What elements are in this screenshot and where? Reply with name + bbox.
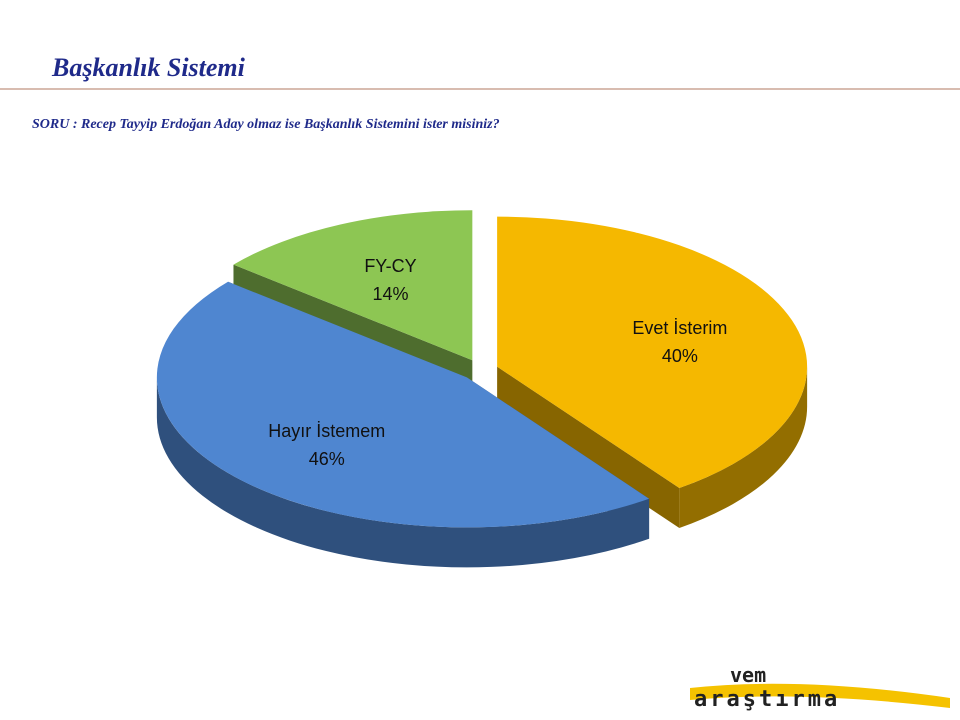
pie-chart: Evet İsterim 40% Hayır İstemem 46% FY-CY 14% (156, 210, 808, 568)
slice-value-label: 14% (372, 284, 408, 304)
logo-top: vem (730, 663, 766, 687)
slice-label: Hayır İstemem (268, 421, 385, 441)
question: SORU : Recep Tayyip Erdoğan Aday olmaz i… (32, 117, 500, 132)
slice (497, 216, 808, 489)
logo-swoosh (690, 683, 950, 708)
slice-cut-wall (497, 366, 680, 529)
logo-bottom: araştırma (694, 687, 840, 712)
slice (156, 281, 650, 528)
slice (233, 210, 473, 361)
slice-label: Evet İsterim (632, 318, 727, 338)
slice-side (156, 377, 650, 568)
logo: vem araştırma (690, 663, 950, 712)
slice-side (679, 366, 808, 529)
slide-title: Başkanlık Sistemi (51, 53, 246, 82)
slice-value-label: 40% (662, 346, 698, 366)
slice-value-label: 46% (309, 449, 345, 469)
slice-label: FY-CY (364, 256, 416, 276)
